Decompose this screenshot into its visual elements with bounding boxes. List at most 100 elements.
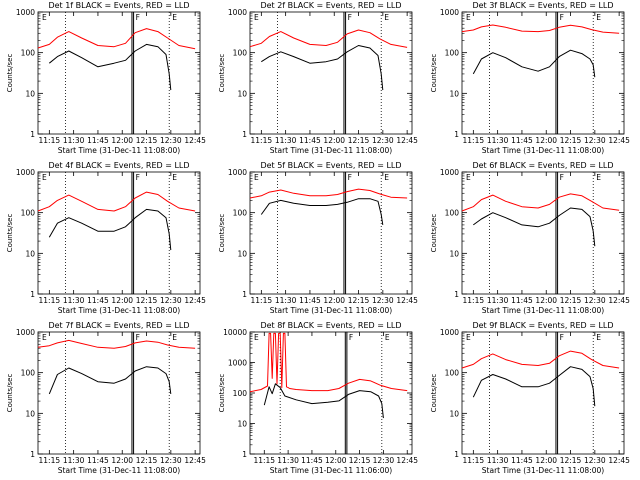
- y-tick-label: 1: [30, 290, 35, 299]
- y-tick-label: 10: [25, 409, 35, 418]
- x-tick-label: 11:30: [275, 136, 297, 145]
- x-tick-label: 11:15: [463, 456, 485, 465]
- plot-frame: [37, 171, 201, 295]
- y-tick-label: 1: [30, 130, 35, 139]
- y-tick-label: 10: [449, 89, 459, 98]
- x-tick-label: 12:30: [584, 456, 606, 465]
- chart-title: Det 3f BLACK = Events, RED = LLD: [472, 1, 613, 10]
- y-tick-label: 10: [449, 409, 459, 418]
- annotation-label: E: [172, 333, 177, 342]
- y-tick-label: 1: [242, 290, 247, 299]
- y-tick-label: 100: [21, 209, 36, 218]
- annotation-label: E: [596, 13, 601, 22]
- chart-title: Det 9f BLACK = Events, RED = LLD: [472, 321, 613, 330]
- y-tick-label: 1000: [440, 168, 459, 177]
- y-tick-label: 100: [21, 369, 36, 378]
- lld-series-line: [461, 24, 620, 34]
- x-tick-label: 12:15: [136, 456, 158, 465]
- lld-series-line: [249, 29, 408, 48]
- events-series-line: [260, 198, 384, 225]
- annotation-label: E: [466, 333, 471, 342]
- y-tick-label: 100: [445, 209, 460, 218]
- chart-title: Det 5f BLACK = Events, RED = LLD: [260, 161, 401, 170]
- y-tick-label: 10: [237, 249, 247, 258]
- x-tick-label: 11:45: [301, 456, 323, 465]
- plot-frame: [461, 171, 625, 295]
- x-tick-label: 12:30: [160, 136, 182, 145]
- y-tick-label: 1000: [440, 8, 459, 17]
- y-tick-label: 1: [454, 130, 459, 139]
- annotation-label: F: [560, 13, 564, 22]
- annotation-label: E: [384, 173, 389, 182]
- x-tick-label: 12:00: [323, 136, 345, 145]
- plot-frame: [37, 331, 201, 455]
- x-tick-label: 12:00: [111, 136, 133, 145]
- annotation-label: E: [385, 333, 390, 342]
- x-tick-label: 12:00: [535, 136, 557, 145]
- annotation-label: E: [384, 13, 389, 22]
- chart-title: Det 7f BLACK = Events, RED = LLD: [48, 321, 189, 330]
- x-tick-label: 11:45: [299, 136, 321, 145]
- annotation-label: F: [136, 333, 140, 342]
- y-tick-label: 1000: [16, 168, 35, 177]
- x-axis-label: Start Time (31-Dec-11 11:08:00): [482, 146, 604, 155]
- x-tick-label: 11:45: [87, 296, 109, 305]
- x-tick-label: 12:45: [184, 456, 206, 465]
- annotation-label: E: [42, 13, 47, 22]
- x-tick-label: 12:30: [372, 296, 394, 305]
- annotation-label: F: [348, 13, 352, 22]
- y-tick-label: 10: [25, 89, 35, 98]
- y-tick-label: 1000: [16, 8, 35, 17]
- x-tick-label: 12:45: [396, 136, 418, 145]
- x-tick-label: 11:45: [511, 456, 533, 465]
- x-tick-label: 12:45: [184, 296, 206, 305]
- y-axis-label: Counts/sec: [218, 374, 226, 413]
- y-tick-label: 100: [445, 369, 460, 378]
- x-tick-label: 12:30: [584, 296, 606, 305]
- events-series-line: [472, 49, 596, 78]
- lld-series-line: [37, 191, 196, 212]
- x-tick-label: 12:30: [372, 136, 394, 145]
- y-axis-label: Counts/sec: [6, 374, 14, 413]
- x-axis-label: Start Time (31-Dec-11 11:08:00): [58, 146, 180, 155]
- x-tick-label: 11:30: [487, 456, 509, 465]
- annotation-label: E: [42, 173, 47, 182]
- x-tick-label: 12:45: [184, 136, 206, 145]
- y-axis-label: Counts/sec: [430, 214, 438, 253]
- x-tick-label: 12:15: [136, 296, 158, 305]
- events-series-line: [472, 366, 596, 407]
- y-tick-label: 10: [449, 249, 459, 258]
- lld-series-line: [461, 193, 620, 212]
- x-tick-label: 12:30: [373, 456, 395, 465]
- x-tick-label: 11:30: [275, 296, 297, 305]
- x-tick-label: 11:15: [39, 136, 61, 145]
- y-tick-label: 1000: [228, 168, 247, 177]
- annotation-label: F: [136, 173, 140, 182]
- y-tick-label: 1: [242, 450, 247, 459]
- x-tick-label: 11:45: [87, 456, 109, 465]
- y-tick-label: 1: [454, 450, 459, 459]
- y-tick-label: 100: [21, 49, 36, 58]
- x-tick-label: 12:15: [348, 136, 370, 145]
- x-tick-label: 12:15: [560, 136, 582, 145]
- x-axis-label: Start Time (31-Dec-11 11:08:00): [482, 466, 604, 475]
- chart-title: Det 1f BLACK = Events, RED = LLD: [48, 1, 189, 10]
- x-tick-label: 12:15: [349, 456, 371, 465]
- x-tick-label: 12:00: [111, 296, 133, 305]
- y-tick-label: 100: [445, 49, 460, 58]
- annotation-label: F: [136, 13, 140, 22]
- y-tick-label: 1000: [440, 328, 459, 337]
- x-tick-label: 12:30: [584, 136, 606, 145]
- lld-series-line: [461, 350, 620, 369]
- x-tick-label: 12:00: [111, 456, 133, 465]
- y-axis-label: Counts/sec: [6, 54, 14, 93]
- x-tick-label: 11:30: [63, 136, 85, 145]
- x-tick-label: 11:15: [251, 296, 273, 305]
- annotation-label: E: [172, 13, 177, 22]
- y-tick-label: 10: [25, 249, 35, 258]
- y-axis-label: Counts/sec: [430, 374, 438, 413]
- x-tick-label: 12:15: [348, 296, 370, 305]
- x-tick-label: 11:15: [251, 136, 273, 145]
- y-tick-label: 100: [233, 49, 248, 58]
